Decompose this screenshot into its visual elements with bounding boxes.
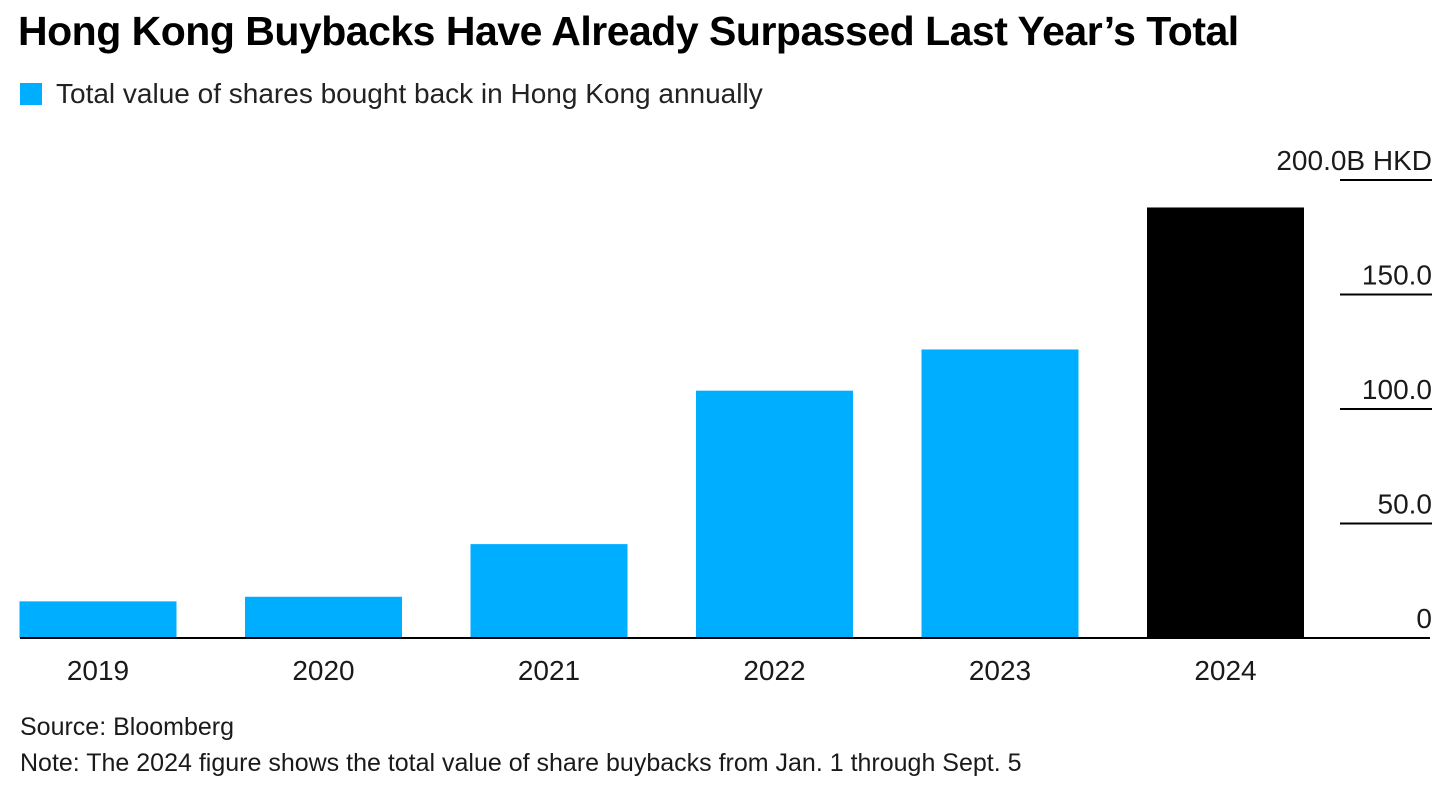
bar-2023	[921, 349, 1079, 638]
legend-swatch	[20, 83, 42, 105]
bar-2019	[19, 601, 177, 638]
bar-2020	[245, 596, 402, 638]
bar-2024	[1147, 207, 1304, 638]
x-tick-label-2024: 2024	[1194, 655, 1256, 686]
x-tick-label-2021: 2021	[518, 655, 580, 686]
x-tick-label-2019: 2019	[67, 655, 129, 686]
x-tick-label-2023: 2023	[969, 655, 1031, 686]
bar-chart: 2019 2020 2021 2022 2023 2024 0 50.0 100.0 150.0 2…	[19, 145, 1433, 686]
legend-label: Total value of shares bought back in Hon…	[56, 78, 763, 109]
y-tick-label-200: 200.0B HKD	[1276, 145, 1432, 176]
footnote: Note: The 2024 figure shows the total va…	[20, 749, 1022, 777]
legend: Total value of shares bought back in Hon…	[20, 76, 763, 112]
y-tick-label-150: 150.0	[1362, 260, 1432, 291]
source-note: Source: Bloomberg	[20, 713, 235, 741]
x-tick-label-2022: 2022	[743, 655, 805, 686]
chart-title: Hong Kong Buybacks Have Already Surpasse…	[18, 8, 1239, 54]
y-tick-label-0: 0	[1416, 603, 1432, 634]
y-tick-label-100: 100.0	[1362, 374, 1432, 405]
y-tick-label-50: 50.0	[1378, 489, 1433, 520]
x-tick-label-2020: 2020	[292, 655, 354, 686]
bar-2021	[470, 544, 628, 638]
bar-2022	[696, 390, 853, 638]
